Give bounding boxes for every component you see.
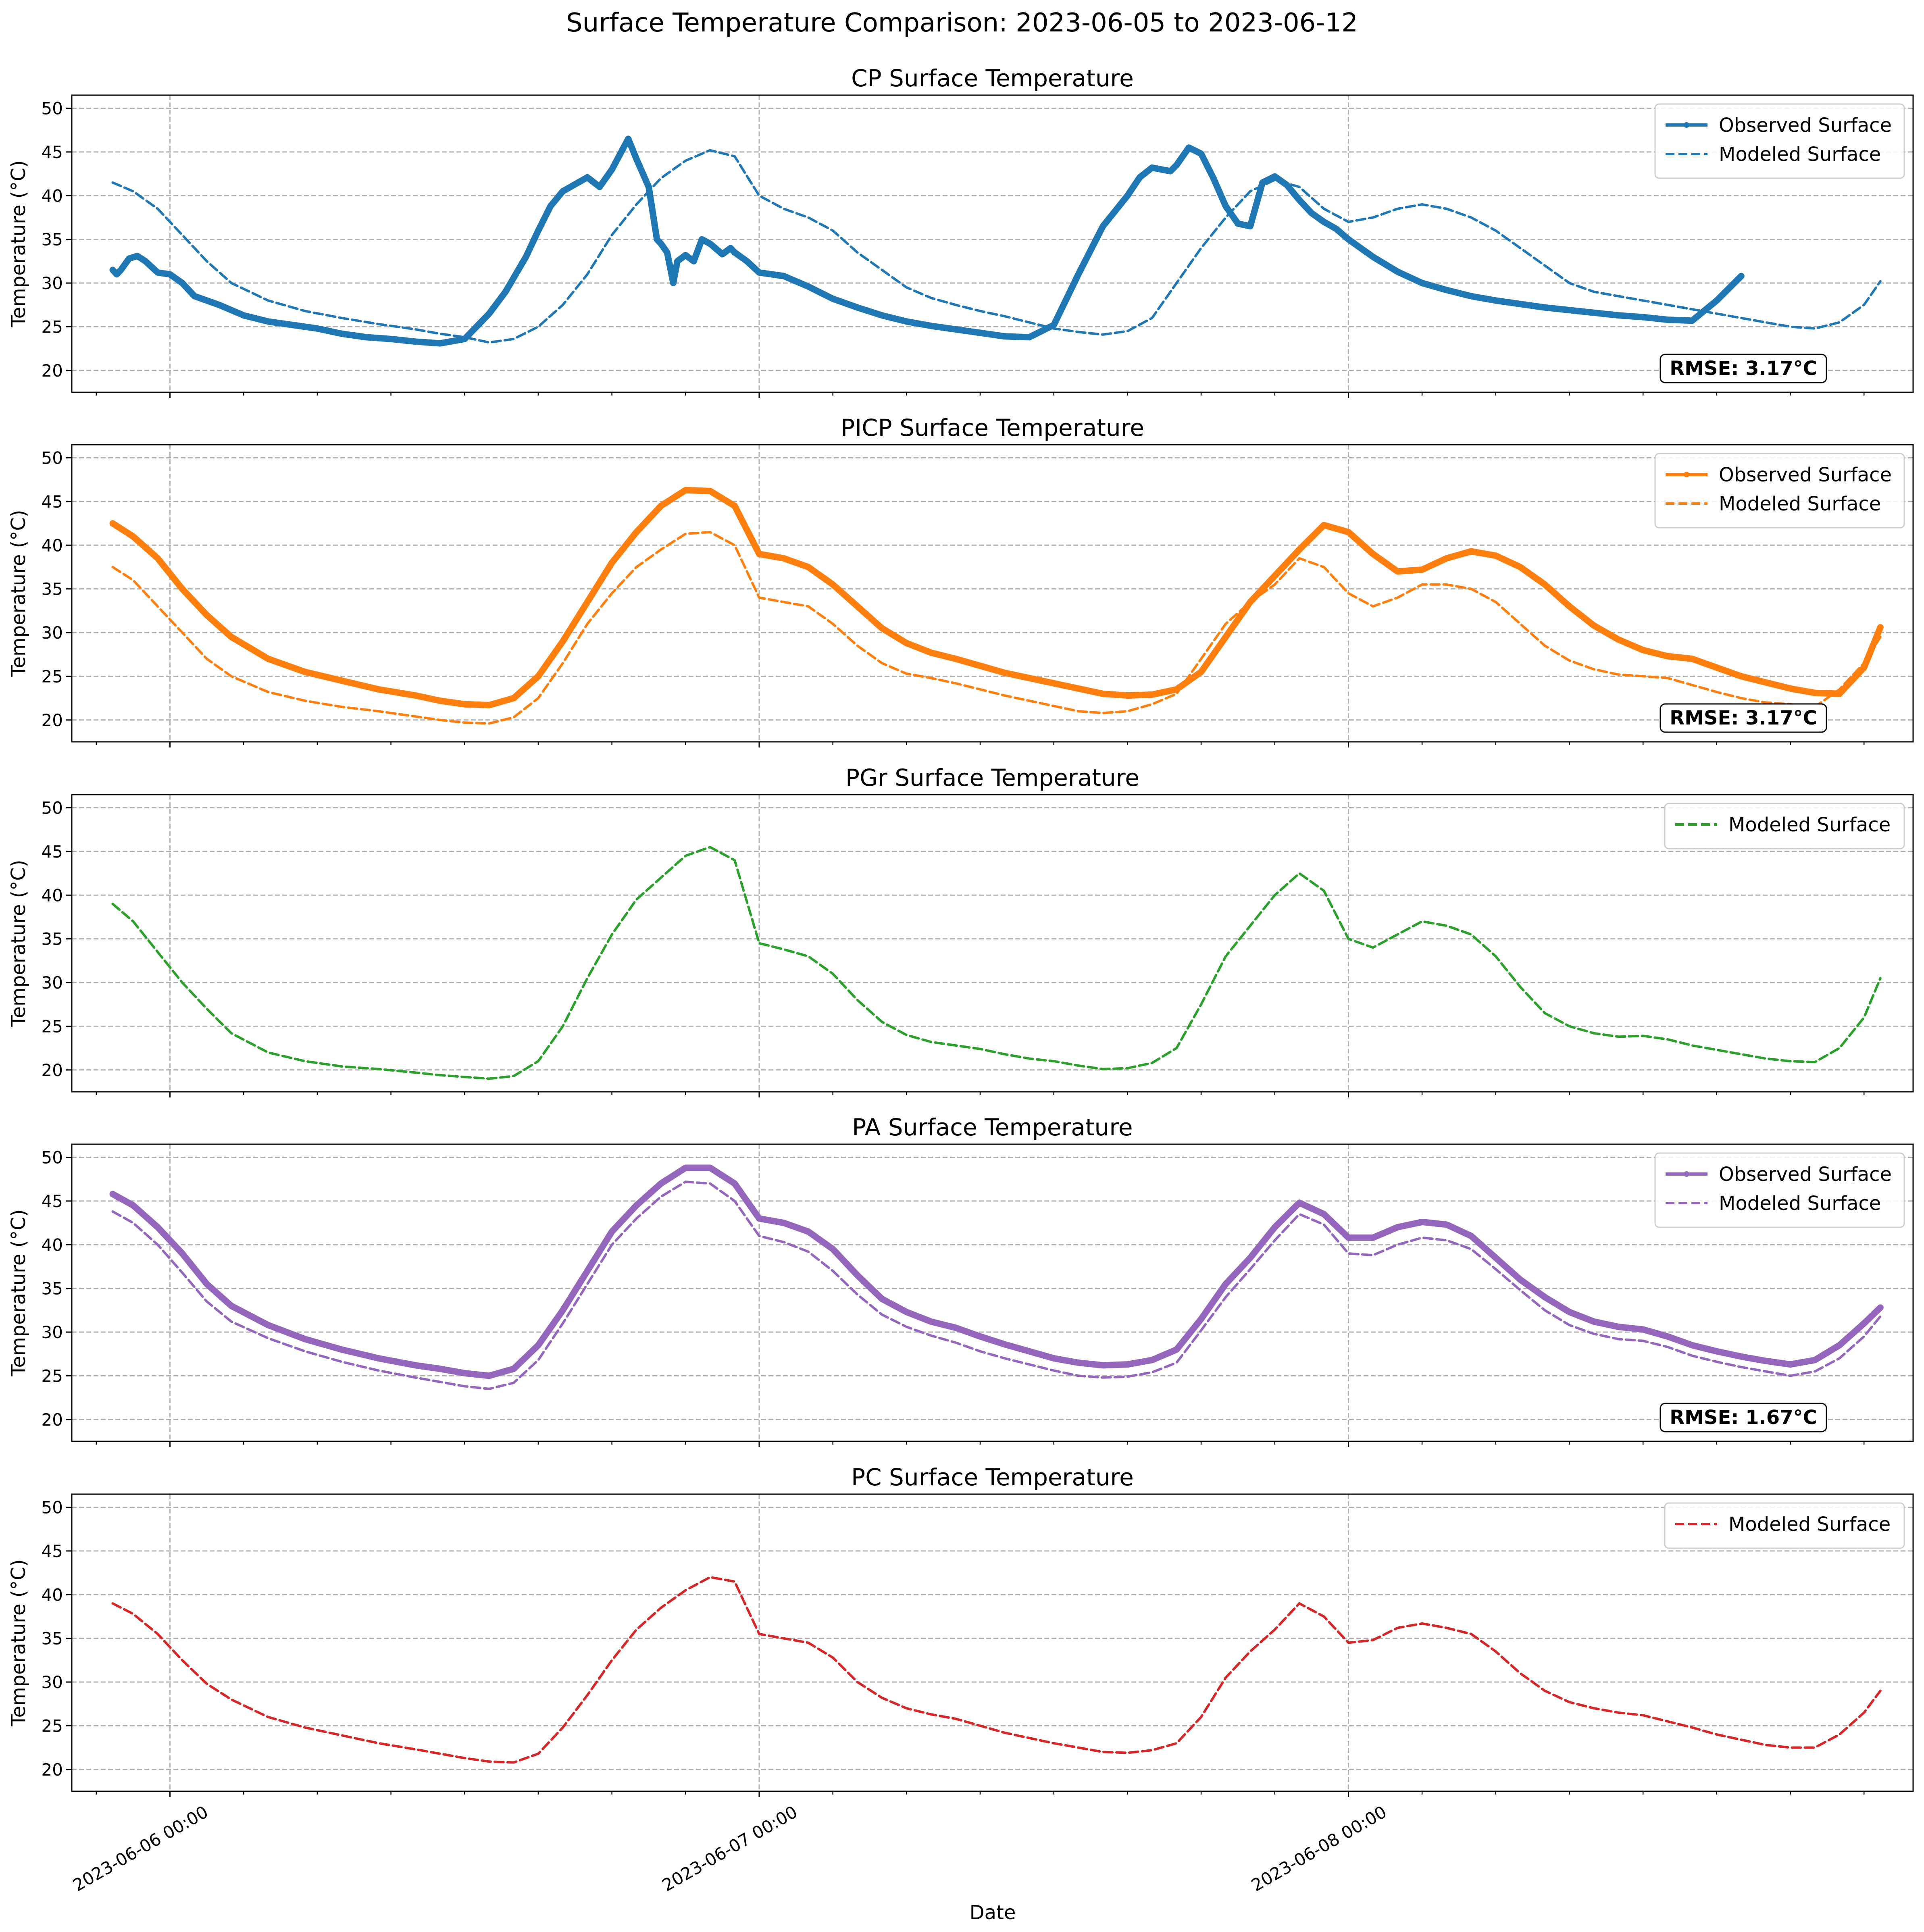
panel-5: 20 25 30 35 40 45 50 PC Surface Temperature Temp…: [7, 1464, 1914, 1797]
legend: Observed Surface Modeled Surface: [1654, 103, 1905, 179]
y-axis-label: Temperature (°C): [7, 1559, 30, 1726]
figure-title: Surface Temperature Comparison: 2023-06-…: [566, 8, 1358, 38]
legend: Modeled Surface: [1664, 803, 1905, 849]
y-tick-label: 35: [42, 1279, 63, 1299]
y-tick-label: 30: [42, 1322, 63, 1342]
y-tick-label: 50: [42, 1498, 63, 1518]
legend-entry: Modeled Surface: [1728, 1513, 1891, 1536]
y-tick-label: 25: [42, 1016, 63, 1036]
y-tick-label: 35: [42, 929, 63, 949]
legend-box: [1654, 1152, 1905, 1228]
y-tick-label: 45: [42, 492, 63, 512]
x-axis: 2023-06-06 00:00 2023-06-07 00:00 2023-06-…: [69, 1802, 1390, 1895]
legend: Modeled Surface: [1664, 1502, 1905, 1549]
legend-box: [1664, 1502, 1905, 1549]
panels-layer: 20 25 30 35 40 45 50 CP Surface Temperature Temp…: [7, 65, 1914, 1797]
panel-2: 20 25 30 35 40 45 50 PICP Surface Temperature Te…: [7, 414, 1914, 747]
x-tick-label: 2023-06-08 00:00: [1248, 1802, 1390, 1895]
y-tick-label: 50: [42, 448, 63, 468]
modeled-series-line: [111, 846, 1882, 1080]
axes-frame: [71, 444, 1914, 743]
y-tick-label: 25: [42, 1716, 63, 1736]
panel-title: PC Surface Temperature: [851, 1464, 1134, 1491]
y-axis-label: Temperature (°C): [7, 510, 30, 677]
legend-marker: [1684, 122, 1689, 128]
panel-1: 20 25 30 35 40 45 50 CP Surface Temperature Temp…: [7, 65, 1914, 398]
y-tick-label: 25: [42, 317, 63, 337]
legend-box: [1654, 103, 1905, 179]
legend-entry: Modeled Surface: [1719, 493, 1881, 515]
modeled-series-line: [111, 531, 1882, 725]
legend-box: [1664, 803, 1905, 849]
panel-4: 20 25 30 35 40 45 50 PA Surface Temperature Temp…: [7, 1114, 1914, 1447]
y-tick-label: 50: [42, 1148, 63, 1168]
y-tick-label: 45: [42, 842, 63, 862]
y-tick-label: 35: [42, 579, 63, 599]
rmse-box: [1660, 1403, 1827, 1432]
rmse-label: RMSE: 3.17°C: [1670, 357, 1817, 380]
y-tick-label: 40: [42, 186, 63, 206]
y-tick-label: 20: [42, 710, 63, 730]
panel-title: PICP Surface Temperature: [841, 414, 1144, 441]
axes-frame: [71, 794, 1914, 1093]
y-tick-label: 45: [42, 142, 63, 162]
observed-series-line: [109, 135, 1745, 347]
y-tick-label: 40: [42, 1585, 63, 1605]
panel-3: 20 25 30 35 40 45 50 PGr Surface Temperature Tem…: [7, 764, 1914, 1097]
modeled-series-line: [111, 1180, 1882, 1390]
y-tick-label: 25: [42, 1366, 63, 1386]
y-tick-label: 30: [42, 973, 63, 993]
legend-entry: Modeled Surface: [1728, 814, 1891, 836]
observed-series-line: [109, 487, 1884, 708]
legend-box: [1654, 453, 1905, 529]
y-tick-label: 40: [42, 535, 63, 555]
y-tick-label: 30: [42, 273, 63, 293]
y-tick-label: 20: [42, 1060, 63, 1080]
rmse-box: [1660, 703, 1827, 733]
rmse-box: [1660, 354, 1827, 383]
y-tick-label: 50: [42, 798, 63, 818]
y-tick-label: 35: [42, 230, 63, 250]
legend: Observed Surface Modeled Surface: [1654, 453, 1905, 529]
panel-title: PA Surface Temperature: [852, 1114, 1133, 1141]
panel-title: CP Surface Temperature: [851, 65, 1134, 92]
legend-entry: Modeled Surface: [1719, 143, 1881, 166]
x-axis-label: Date: [970, 1901, 1016, 1924]
y-axis-label: Temperature (°C): [7, 160, 30, 327]
y-tick-label: 20: [42, 1410, 63, 1430]
legend-entry: Observed Surface: [1719, 464, 1892, 486]
panel-title: PGr Surface Temperature: [845, 764, 1139, 791]
rmse-label: RMSE: 3.17°C: [1670, 707, 1817, 729]
observed-series-line: [109, 1164, 1884, 1379]
y-tick-label: 20: [42, 1760, 63, 1780]
legend-marker: [1684, 472, 1689, 477]
y-tick-label: 40: [42, 885, 63, 905]
legend-entry: Observed Surface: [1719, 114, 1892, 137]
y-tick-label: 20: [42, 361, 63, 381]
legend-marker: [1684, 1171, 1689, 1177]
axes-frame: [71, 1493, 1914, 1792]
y-tick-label: 45: [42, 1191, 63, 1211]
modeled-series-line: [111, 149, 1882, 344]
y-axis-label: Temperature (°C): [7, 1209, 30, 1376]
x-tick-label: 2023-06-06 00:00: [69, 1802, 211, 1895]
axes-frame: [71, 1143, 1914, 1442]
y-tick-label: 35: [42, 1629, 63, 1649]
y-tick-label: 50: [42, 99, 63, 119]
legend: Observed Surface Modeled Surface: [1654, 1152, 1905, 1228]
y-tick-label: 30: [42, 1672, 63, 1692]
y-tick-label: 30: [42, 623, 63, 643]
y-tick-label: 25: [42, 666, 63, 686]
modeled-series-line: [111, 1576, 1882, 1764]
y-axis-label: Temperature (°C): [7, 860, 30, 1027]
x-tick-label: 2023-06-07 00:00: [659, 1802, 801, 1895]
legend-entry: Observed Surface: [1719, 1163, 1892, 1186]
y-tick-label: 45: [42, 1541, 63, 1561]
rmse-label: RMSE: 1.67°C: [1670, 1406, 1817, 1429]
y-tick-label: 40: [42, 1235, 63, 1255]
axes-frame: [71, 94, 1914, 393]
legend-entry: Modeled Surface: [1719, 1192, 1881, 1215]
